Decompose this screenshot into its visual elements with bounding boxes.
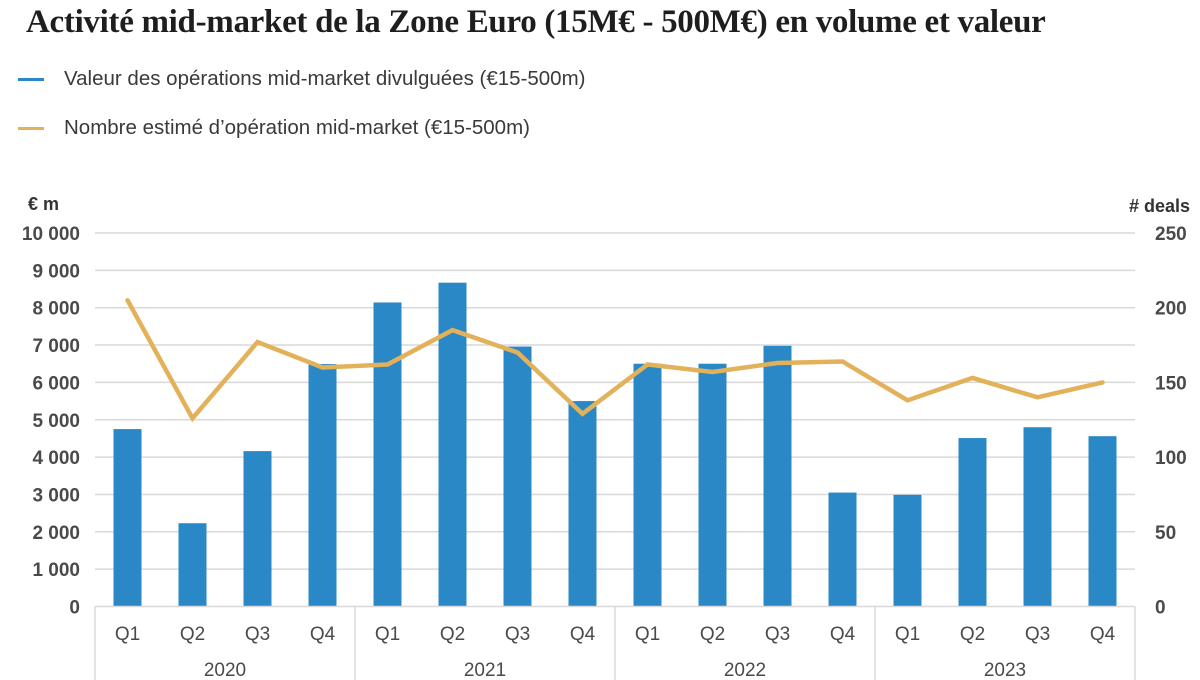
category-label: Q4: [310, 624, 336, 645]
left-tick-label: 0: [69, 598, 80, 619]
category-label: Q1: [635, 624, 660, 645]
right-tick-label: 150: [1155, 373, 1187, 394]
legend-swatch-bar: [18, 77, 44, 81]
category-label: Q4: [1090, 624, 1116, 645]
left-tick-label: 10 000: [22, 224, 80, 245]
bar: [633, 363, 662, 607]
bar: [698, 363, 727, 607]
bar: [178, 523, 207, 607]
line-series-deals: [125, 297, 1105, 423]
right-tick-label: 100: [1155, 448, 1187, 469]
right-axis-unit: # deals: [1128, 196, 1190, 216]
left-tick-label: 5 000: [32, 411, 80, 432]
category-label: Q2: [440, 624, 465, 645]
group-label: 2021: [464, 660, 506, 680]
bar: [1088, 436, 1117, 607]
category-label: Q1: [375, 624, 400, 645]
left-tick-label: 9 000: [32, 261, 80, 282]
bar: [763, 345, 792, 607]
bar: [828, 492, 857, 607]
group-label: 2020: [204, 660, 246, 680]
category-label: Q3: [505, 624, 530, 645]
left-tick-label: 1 000: [32, 560, 80, 581]
right-tick-label: 50: [1155, 523, 1176, 544]
chart-title: Activité mid-market de la Zone Euro (15M…: [26, 4, 1046, 40]
bar: [958, 438, 987, 607]
group-label: 2022: [724, 660, 766, 680]
category-label: Q1: [115, 624, 140, 645]
right-tick-label: 200: [1155, 299, 1187, 320]
bar: [893, 494, 922, 607]
left-axis-unit: € m: [28, 194, 60, 214]
bar: [113, 429, 142, 607]
right-tick-label: 250: [1155, 224, 1187, 245]
category-label: Q1: [895, 624, 920, 645]
bar: [308, 364, 337, 607]
legend-item-count: Nombre estimé d’opération mid-market (€1…: [18, 116, 530, 140]
left-tick-label: 6 000: [32, 373, 80, 394]
legend-label: Nombre estimé d’opération mid-market (€1…: [64, 116, 530, 139]
right-tick-label: 0: [1155, 598, 1166, 619]
bar: [568, 401, 597, 607]
bar: [503, 346, 532, 607]
category-label: Q2: [700, 624, 725, 645]
left-tick-label: 4 000: [32, 448, 80, 469]
left-tick-label: 2 000: [32, 523, 80, 544]
group-label: 2023: [984, 660, 1026, 680]
category-label: Q2: [960, 624, 985, 645]
bar: [243, 451, 272, 607]
category-label: Q3: [765, 624, 790, 645]
category-label: Q3: [1025, 624, 1050, 645]
bar: [1023, 427, 1052, 607]
left-tick-label: 7 000: [32, 336, 80, 357]
category-label: Q2: [180, 624, 205, 645]
category-label: Q4: [830, 624, 856, 645]
left-tick-label: 3 000: [32, 485, 80, 506]
category-label: Q3: [245, 624, 270, 645]
legend-swatch-line: [18, 126, 44, 130]
category-label: Q4: [570, 624, 596, 645]
bar: [373, 302, 402, 607]
left-tick-label: 8 000: [32, 299, 80, 320]
legend-label: Valeur des opérations mid-market divulgu…: [64, 67, 586, 90]
legend-item-value: Valeur des opérations mid-market divulgu…: [18, 67, 586, 91]
